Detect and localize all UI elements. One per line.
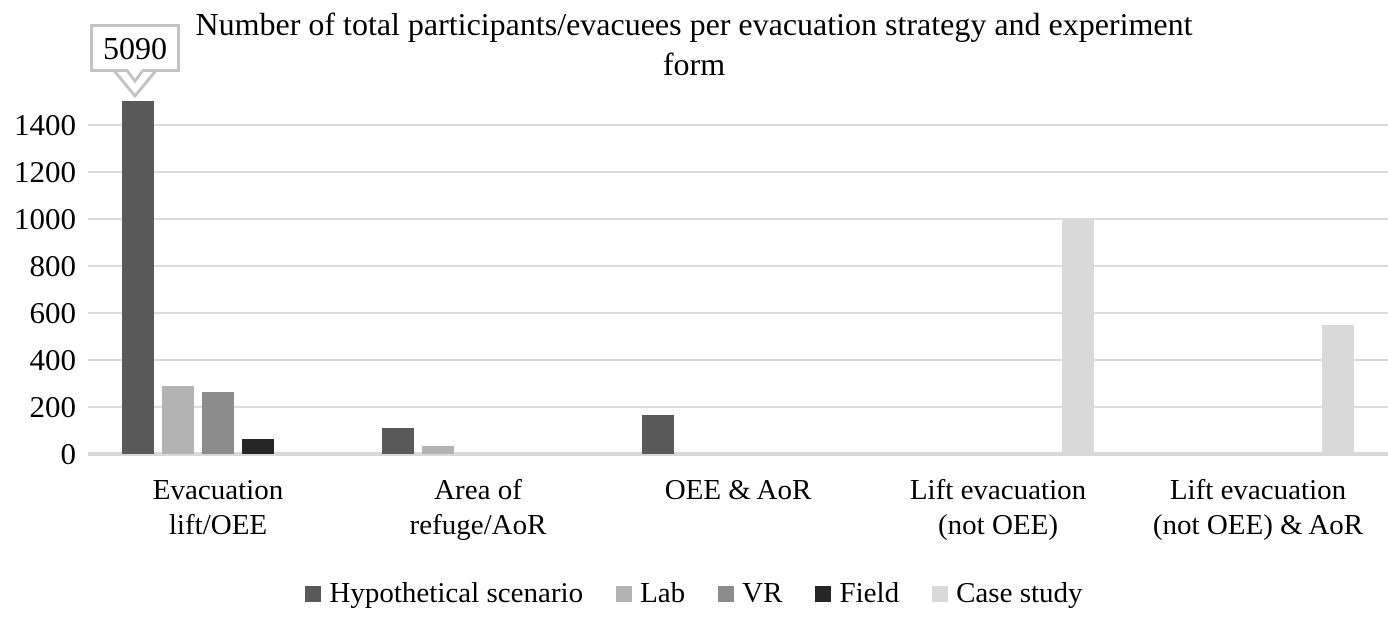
- legend: Hypothetical scenario Lab VR Field Case stud…: [0, 577, 1388, 610]
- legend-label-vr: VR: [742, 577, 783, 609]
- gridline-200: [88, 405, 1388, 408]
- x-axis-label-oee-aor: OEE & AoR: [664, 474, 812, 506]
- legend-swatch-vr: [718, 585, 735, 602]
- x-axis-label-area-of-refuge-aor: Area of refuge/AoR: [409, 474, 547, 541]
- y-tick-label-800: 800: [29, 247, 77, 283]
- gridline-600: [88, 311, 1388, 314]
- bar-hypothetical-scenario-oee-aor: [642, 415, 674, 454]
- y-tick-label-1400: 1400: [14, 106, 76, 142]
- bar-lab-area-of-refuge-aor: [422, 445, 454, 454]
- callout-arrow-icon: [111, 69, 159, 99]
- legend-item-case-study: Case study: [932, 577, 1083, 610]
- y-tick-label-0: 0: [60, 436, 77, 471]
- y-tick-label-400: 400: [29, 341, 77, 377]
- legend-item-field: Field: [815, 577, 899, 610]
- legend-swatch-field: [815, 585, 832, 602]
- bar-case-study-lift-evacuation-not-oee-aor: [1322, 324, 1354, 454]
- y-tick-label-600: 600: [29, 294, 77, 330]
- x-axis-label-evacuation-lift-oee: Evacuation lift/OEE: [152, 474, 284, 541]
- legend-item-hypothetical-scenario: Hypothetical scenario: [305, 577, 583, 610]
- bar-hypothetical-scenario-area-of-refuge-aor: [382, 428, 414, 454]
- bar-lab-evacuation-lift-oee: [162, 385, 194, 454]
- legend-label-hypothetical-scenario: Hypothetical scenario: [329, 577, 584, 609]
- gridline-800: [88, 264, 1388, 267]
- bar-vr-evacuation-lift-oee: [202, 391, 234, 454]
- gridline-1200: [88, 170, 1388, 173]
- legend-swatch-hypothetical-scenario: [305, 585, 322, 602]
- gridline-400: [88, 358, 1388, 361]
- bar-case-study-lift-evacuation-not-oee: [1062, 218, 1094, 454]
- legend-item-lab: Lab: [616, 577, 685, 610]
- legend-label-lab: Lab: [640, 577, 686, 609]
- y-tick-label-1200: 1200: [14, 153, 76, 189]
- chart-title: Number of total participants/evacuees pe…: [195, 6, 1193, 82]
- legend-label-case-study: Case study: [956, 577, 1083, 609]
- legend-swatch-case-study: [932, 585, 949, 602]
- bar-field-evacuation-lift-oee: [242, 438, 274, 454]
- x-axis-label-lift-evacuation-not-oee-aor: Lift evacuation (not OEE) & AoR: [1152, 474, 1364, 541]
- x-axis-line: [88, 452, 1388, 456]
- legend-swatch-lab: [616, 585, 633, 602]
- legend-label-field: Field: [839, 577, 900, 609]
- x-axis-label-lift-evacuation-not-oee: Lift evacuation (not OEE): [909, 474, 1087, 541]
- legend-item-vr: VR: [718, 577, 782, 610]
- y-tick-label-1000: 1000: [14, 200, 76, 236]
- data-callout-box: 5090: [90, 24, 180, 72]
- y-tick-label-200: 200: [29, 388, 77, 424]
- gridline-1400: [88, 123, 1388, 126]
- gridline-1000: [88, 217, 1388, 220]
- bar-hypothetical-scenario-evacuation-lift-oee: [122, 101, 154, 454]
